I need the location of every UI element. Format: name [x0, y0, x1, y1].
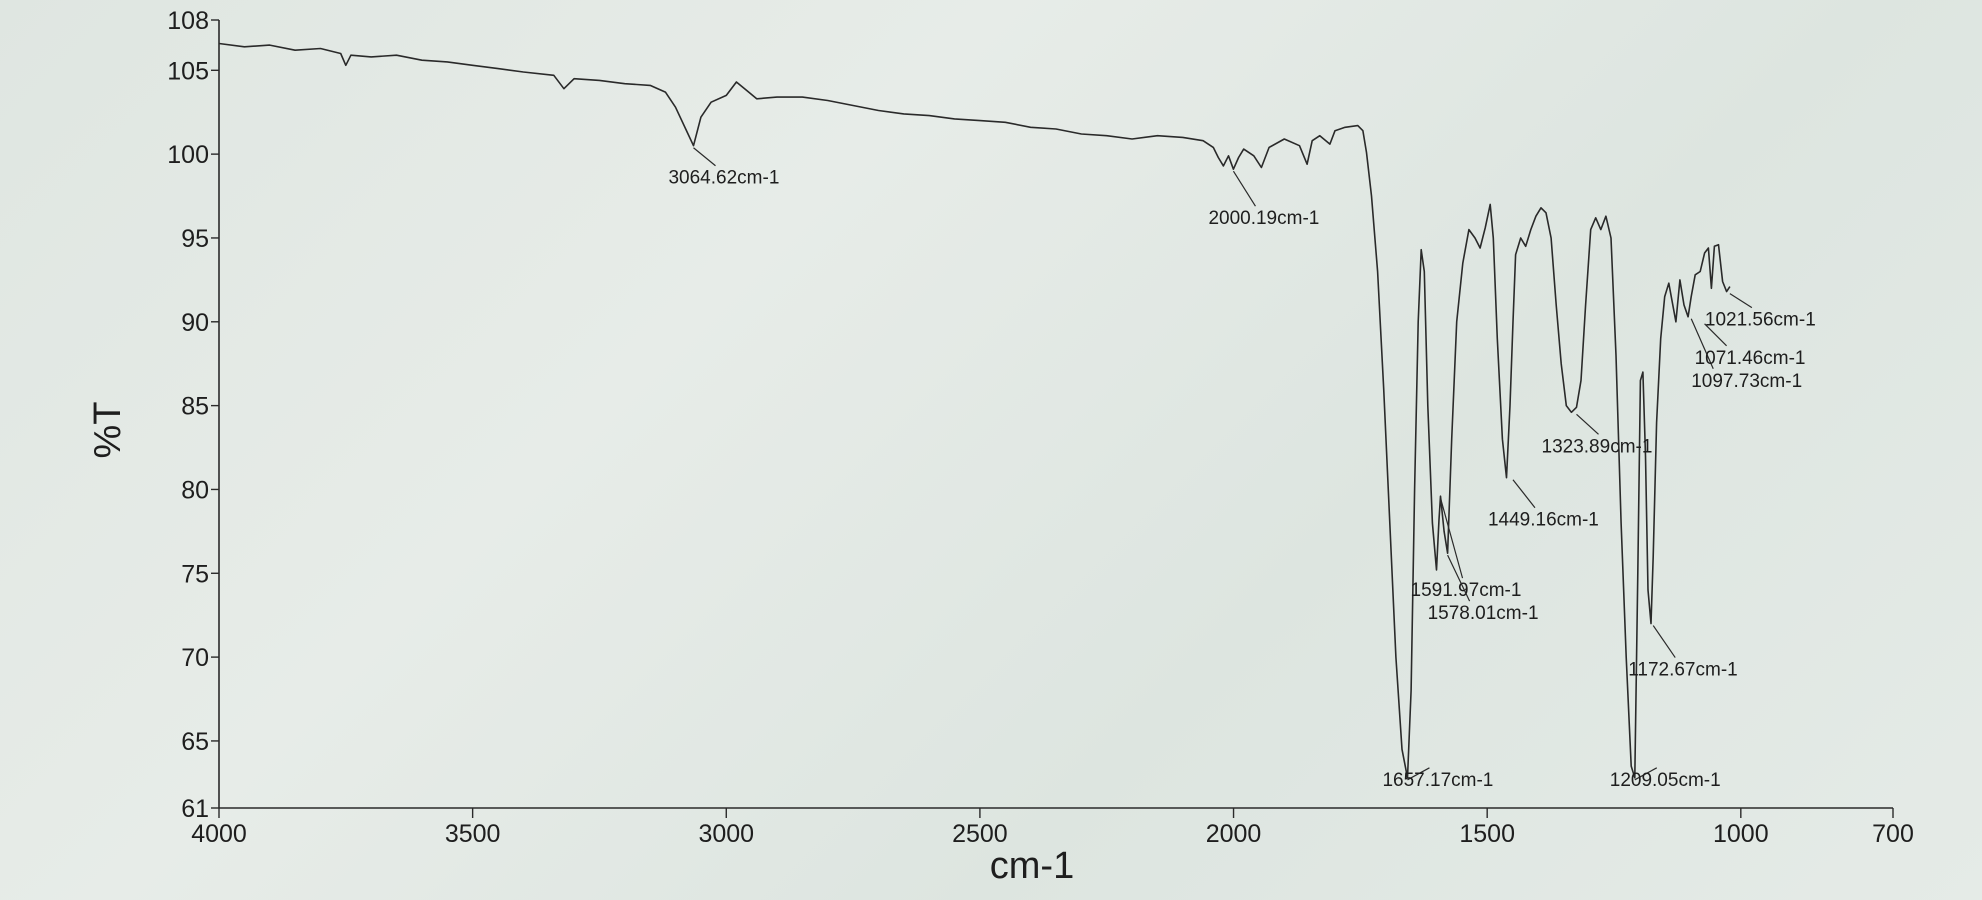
peak-annotation: 1323.89cm-1 [1542, 413, 1653, 457]
x-tick-label: 2500 [952, 820, 1008, 848]
axes [218, 20, 1893, 809]
peak-label: 2000.19cm-1 [1208, 208, 1319, 229]
peak-annotation: 1591.97cm-1 [1411, 497, 1522, 601]
peak-leader-line [1407, 767, 1430, 781]
peak-leader-line [1634, 767, 1658, 781]
peak-leader-line [1232, 170, 1256, 207]
peak-leader-line [1704, 323, 1727, 347]
y-tick-label: 90 [181, 309, 209, 337]
y-tick-label: 70 [181, 644, 209, 672]
y-tick-label: 65 [181, 728, 209, 756]
y-tick-label: 105 [167, 57, 209, 85]
peak-label: 3064.62cm-1 [668, 168, 779, 189]
x-tick-label: 700 [1872, 820, 1914, 848]
x-tick-label: 1000 [1713, 820, 1769, 848]
y-axis-title: %T [87, 402, 129, 459]
peak-leader-line [1447, 554, 1471, 602]
peak-leader-line [1512, 479, 1536, 509]
peak-label: 1578.01cm-1 [1428, 603, 1539, 624]
y-ticks: 108 105 100 95 90 85 80 75 70 65 61 [167, 7, 219, 823]
x-ticks: 4000 3500 3000 2500 2000 1500 1000 700 [191, 808, 1914, 848]
peak-label: 1209.05cm-1 [1610, 770, 1721, 791]
y-tick-label: 75 [181, 560, 209, 588]
peak-leader-line [1729, 293, 1753, 309]
y-tick-label: 85 [181, 393, 209, 421]
peak-leader-line [1576, 413, 1599, 435]
y-tick-label: 108 [167, 7, 209, 35]
y-tick-label: 80 [181, 476, 209, 504]
y-tick-label: 100 [167, 141, 209, 169]
peak-annotation: 1209.05cm-1 [1610, 767, 1721, 791]
x-tick-label: 1500 [1459, 820, 1515, 848]
peak-annotation: 1021.56cm-1 [1705, 293, 1816, 331]
peak-leader-line [1690, 318, 1714, 369]
peak-label: 1097.73cm-1 [1691, 371, 1802, 392]
peak-label: 1449.16cm-1 [1488, 510, 1599, 531]
peak-leader-line [1652, 625, 1676, 658]
x-tick-label: 2000 [1206, 820, 1262, 848]
y-tick-label: 61 [181, 795, 209, 823]
peak-annotation: 1449.16cm-1 [1488, 479, 1599, 531]
peak-label: 1172.67cm-1 [1628, 660, 1738, 681]
x-tick-label: 3500 [445, 820, 501, 848]
peak-annotation: 1071.46cm-1 [1695, 323, 1806, 369]
x-tick-label: 4000 [191, 820, 247, 848]
x-tick-label: 3000 [698, 820, 754, 848]
transmittance-series-line [218, 42, 1731, 779]
peak-annotations: 3064.62cm-1 2000.19cm-1 1657.17cm-1 1591.97… [668, 147, 1816, 791]
peak-label: 1021.56cm-1 [1705, 310, 1816, 331]
peak-annotation: 1172.67cm-1 [1628, 625, 1738, 681]
peak-annotation: 1578.01cm-1 [1428, 554, 1539, 624]
peak-annotation: 1657.17cm-1 [1382, 767, 1493, 791]
x-axis-title: cm-1 [990, 845, 1074, 887]
peak-label: 1657.17cm-1 [1382, 770, 1493, 791]
peak-label: 1591.97cm-1 [1411, 580, 1522, 601]
peak-label: 1071.46cm-1 [1695, 348, 1806, 369]
peak-label: 1323.89cm-1 [1542, 436, 1653, 457]
y-tick-label: 95 [181, 225, 209, 253]
peak-annotation: 2000.19cm-1 [1208, 170, 1319, 229]
peak-leader-line [1439, 497, 1464, 579]
peak-annotation: 3064.62cm-1 [668, 147, 779, 189]
peak-annotation: 1097.73cm-1 [1690, 318, 1802, 392]
peak-leader-line [693, 147, 716, 167]
